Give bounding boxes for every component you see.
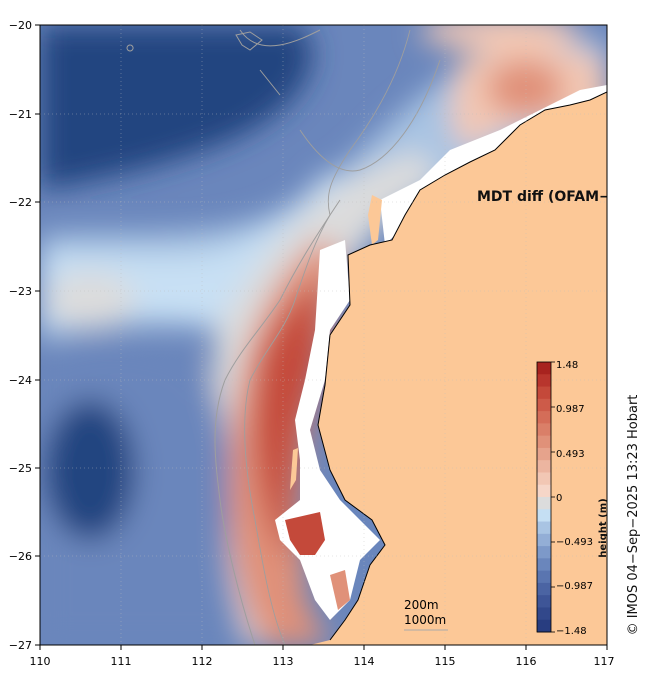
x-tick-117: 117	[594, 655, 615, 668]
reef-outline	[126, 31, 263, 52]
y-tick-25: −25	[9, 462, 32, 475]
peninsula-shark-bay	[285, 512, 325, 555]
colorbar-swatch	[537, 484, 551, 498]
y-tick-23: −23	[9, 285, 32, 298]
peninsula-south	[330, 570, 350, 610]
field-deep-sw	[45, 400, 135, 540]
colorbar-swatch	[537, 362, 551, 375]
colorbar-label-6: −0.987	[556, 581, 593, 592]
map-frame	[39, 24, 608, 646]
colorbar-label-7: −1.48	[556, 626, 587, 637]
colorbar-swatch	[537, 521, 551, 535]
coastline	[317, 91, 607, 641]
map-title: MDT diff (OFAM−CMEMS)	[477, 189, 648, 205]
colorbar-swatch	[537, 435, 551, 449]
contour-200m	[244, 29, 411, 645]
colorbar-label-4: 0	[556, 493, 562, 504]
colorbar-label-3: 0.493	[556, 449, 585, 460]
field-warm-ne-core	[487, 60, 563, 116]
colorbar-swatch	[537, 546, 551, 559]
graticule	[40, 25, 607, 645]
island-north	[368, 195, 382, 245]
colorbar-swatch	[537, 558, 551, 572]
x-tick-114: 114	[354, 655, 375, 668]
land-mass	[310, 92, 607, 645]
colorbar-swatch	[537, 619, 551, 633]
field-neutral-blob	[45, 272, 135, 328]
colorbar-swatch	[537, 497, 551, 510]
colorbar-swatch	[537, 374, 551, 388]
colorbar-title: height (m)	[598, 498, 609, 557]
x-tick-115: 115	[435, 655, 456, 668]
x-tick-111: 111	[111, 655, 132, 668]
colorbar	[536, 361, 555, 633]
colorbar-swatch	[537, 398, 551, 412]
y-tick-20: −20	[9, 19, 32, 32]
field-warm-core	[255, 280, 320, 560]
depth-label-1000m: 1000m	[404, 613, 446, 627]
colorbar-swatch	[537, 472, 551, 486]
colorbar-label-2: 0.987	[556, 404, 585, 415]
colorbar-swatch	[537, 386, 551, 400]
field-warm-top	[420, 25, 580, 50]
colorbar-swatch	[537, 460, 551, 473]
map-plot-area: MDT diff (OFAM−CMEMS) 200m 1000m height …	[40, 25, 648, 645]
x-tick-112: 112	[192, 655, 213, 668]
field-deep-nw	[40, 25, 312, 190]
x-tick-116: 116	[516, 655, 537, 668]
height-field	[40, 25, 607, 645]
colorbar-swatch	[537, 509, 551, 523]
x-tick-110: 110	[30, 655, 51, 668]
y-tick-22: −22	[9, 196, 32, 209]
colorbar-swatch	[537, 411, 551, 424]
axis-ticks	[35, 24, 608, 650]
colorbar-swatch	[537, 447, 551, 461]
y-tick-26: −26	[9, 550, 32, 563]
colorbar-swatch	[537, 423, 551, 437]
y-tick-24: −24	[9, 374, 32, 387]
credit-text: © IMOS 04−Sep−2025 13:23 Hobart	[626, 395, 641, 636]
colorbar-swatch	[537, 570, 551, 584]
contour-1000m	[214, 29, 441, 645]
colorbar-swatch	[537, 533, 551, 547]
colorbar-swatch	[537, 607, 551, 621]
y-tick-27: −27	[9, 639, 32, 652]
colorbar-swatch	[537, 582, 551, 596]
depth-label-200m: 200m	[404, 598, 439, 612]
colorbar-label-5: −0.493	[556, 537, 593, 548]
y-tick-21: −21	[9, 108, 32, 121]
island-dirk-hartog	[290, 448, 298, 490]
x-tick-113: 113	[273, 655, 294, 668]
colorbar-swatch	[537, 595, 551, 608]
colorbar-label-1: 1.48	[556, 360, 578, 371]
